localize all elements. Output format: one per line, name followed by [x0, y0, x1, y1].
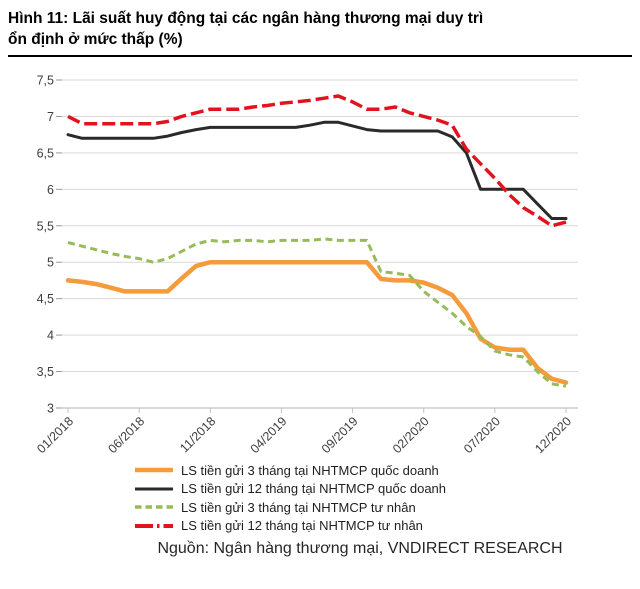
figure-title-line-1: Hình 11: Lãi suất huy động tại các ngân …: [8, 10, 484, 27]
x-tick-label: 07/2020: [461, 414, 503, 456]
x-tick-label: 01/2018: [34, 414, 76, 456]
x-tick-label: 02/2020: [390, 414, 432, 456]
source-note: Nguồn: Ngân hàng thương mại, VNDIRECT RE…: [157, 540, 563, 557]
deposit-rates-line-chart: 7,5 7 6,5 6 5,5 5 4,5 4 3,5 3 01/2018 06/2018 11/201…: [0, 59, 640, 461]
report-figure-page: { "header": { "title_lines": [ "Hình 11:…: [0, 8, 640, 589]
series-line-1: [66, 120, 568, 220]
y-tick-label: 7: [47, 110, 54, 124]
series-line-2: [67, 237, 567, 388]
y-tick-label: 4: [47, 329, 54, 343]
legend-swatch-1: [135, 487, 173, 491]
chart-legend: LS tiền gửi 3 tháng tại NHTMCP quốc doan…: [134, 461, 640, 535]
y-tick-label: 4,5: [37, 292, 54, 306]
legend-item-2: LS tiền gửi 3 tháng tại NHTMCP tư nhân: [134, 498, 640, 517]
legend-label-0: LS tiền gửi 3 tháng tại NHTMCP quốc doan…: [181, 462, 439, 478]
y-tick-label: 5: [47, 256, 54, 270]
figure-title-line-2: ổn định ở mức thấp (%): [8, 31, 183, 48]
legend-item-0: LS tiền gửi 3 tháng tại NHTMCP quốc doan…: [134, 461, 640, 480]
y-tick-label: 6,5: [37, 146, 54, 160]
y-tick-label: 7,5: [37, 74, 54, 88]
y-tick-label: 3: [47, 402, 54, 416]
legend-item-1: LS tiền gửi 12 tháng tại NHTMCP quốc doa…: [134, 480, 640, 499]
series-line-0: [65, 259, 569, 385]
chart-canvas: 7,5 7 6,5 6 5,5 5 4,5 4 3,5 301/2018 06/2018 11/201…: [34, 74, 578, 456]
x-tick-label: 04/2019: [248, 414, 290, 456]
figure-title: Hình 11: Lãi suất huy động tại các ngân …: [8, 8, 632, 57]
legend-swatch-0: [135, 468, 173, 473]
legend-label-3: LS tiền gửi 12 tháng tại NHTMCP tư nhân: [181, 518, 423, 534]
legend-item-3: LS tiền gửi 12 tháng tại NHTMCP tư nhân: [134, 517, 640, 536]
legend-label-1: LS tiền gửi 12 tháng tại NHTMCP quốc doa…: [181, 481, 447, 497]
legend-label-2: LS tiền gửi 3 tháng tại NHTMCP tư nhân: [181, 499, 416, 515]
x-tick-label: 06/2018: [105, 414, 147, 456]
legend-swatch-2: [135, 505, 173, 509]
y-tick-label: 6: [47, 183, 54, 197]
legend-swatch-3: [135, 523, 173, 528]
x-tick-label: 12/2020: [532, 414, 574, 456]
series-line-3: [67, 94, 567, 228]
y-tick-label: 3,5: [37, 365, 54, 379]
x-tick-label: 11/2018: [177, 414, 218, 455]
x-tick-label: 09/2019: [319, 414, 361, 456]
y-tick-label: 5,5: [37, 219, 54, 233]
